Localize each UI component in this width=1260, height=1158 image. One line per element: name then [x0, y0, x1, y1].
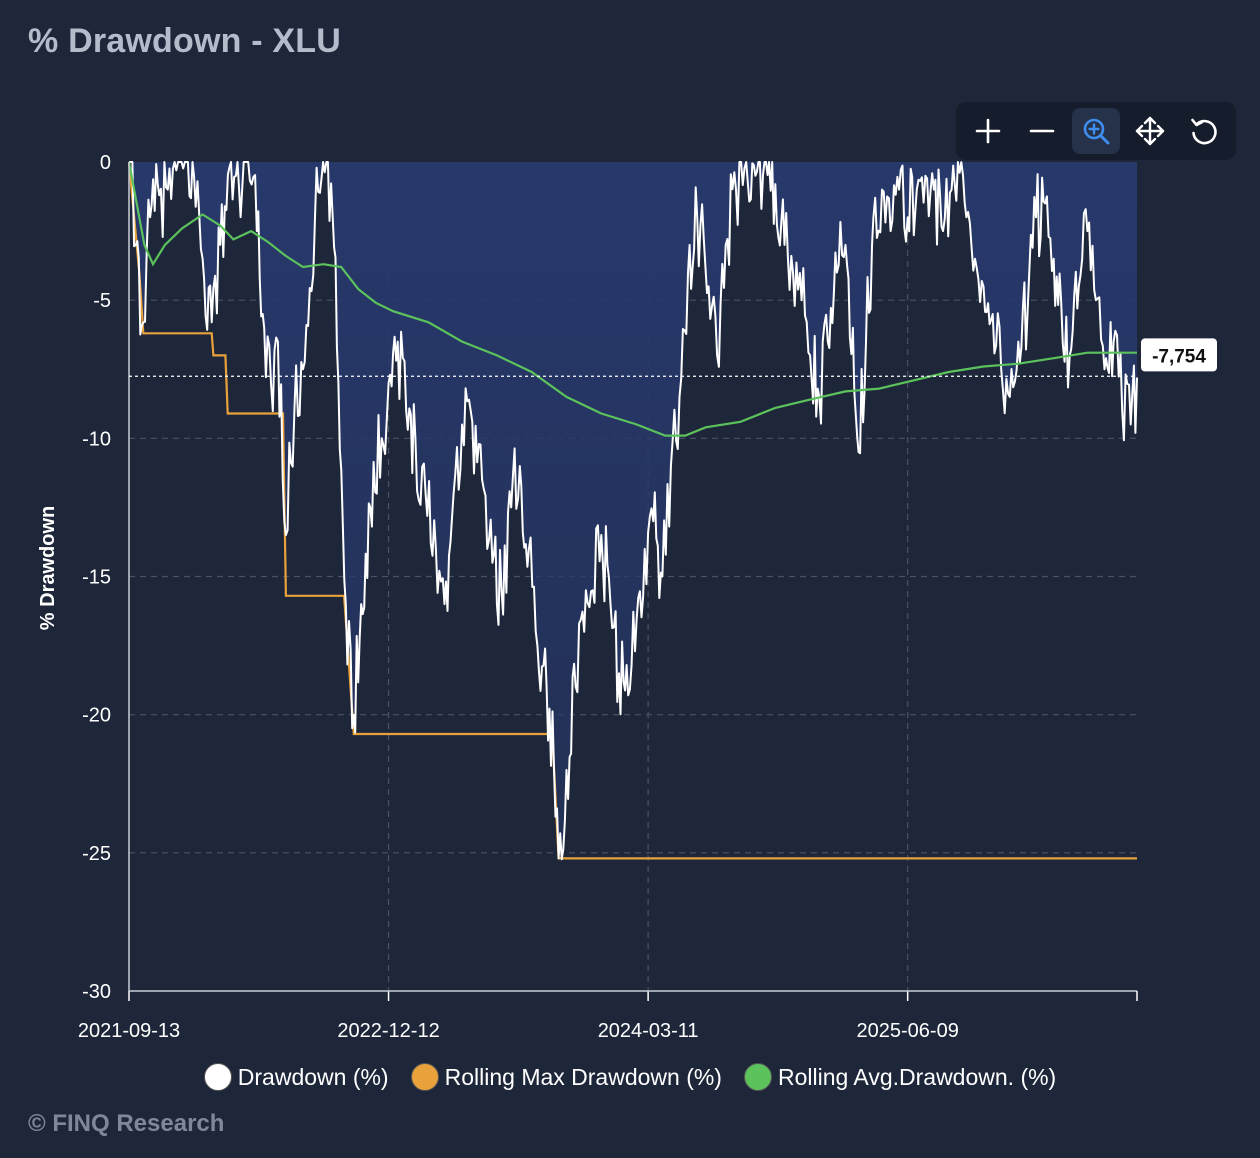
x-tick-label: 2022-12-12 — [337, 1020, 439, 1042]
current-value-badge — [1141, 338, 1217, 372]
zoom-select-button[interactable] — [1072, 108, 1120, 154]
y-tick-label: -30 — [82, 981, 111, 1003]
drawdown-area-fill — [129, 162, 1137, 860]
reset-zoom-button[interactable] — [1180, 108, 1228, 154]
drawdown-area — [129, 162, 1137, 860]
plus-icon — [975, 118, 1001, 144]
zoom-out-button[interactable] — [1018, 108, 1066, 154]
y-tick-label: -5 — [93, 290, 111, 312]
current-value-label: -7,754 — [1152, 346, 1206, 367]
zoom-in-button[interactable] — [964, 108, 1012, 154]
minus-icon — [1029, 129, 1055, 133]
reference-line-group: -7,754 — [129, 338, 1217, 377]
chart-series — [127, 161, 1138, 861]
legend-label: Rolling Avg.Drawdown. (%) — [777, 1063, 1057, 1090]
chart-toolbar — [956, 102, 1236, 160]
y-tick-label: -10 — [82, 428, 111, 450]
y-axis-label: % Drawdown — [37, 506, 59, 630]
magnifier-plus-icon — [1083, 118, 1110, 145]
y-tick-label: -20 — [82, 705, 111, 727]
reset-icon — [1191, 118, 1217, 145]
x-tick-label: 2021-09-13 — [78, 1020, 180, 1042]
legend-label: Rolling Max Drawdown (%) — [444, 1063, 722, 1090]
x-tick-label: 2025-06-09 — [857, 1020, 959, 1042]
legend-marker — [743, 1063, 772, 1091]
y-tick-label: 0 — [100, 152, 111, 174]
footer-credit: © FINQ Research — [28, 1110, 225, 1137]
pan-button[interactable] — [1126, 108, 1174, 154]
legend-label: Drawdown (%) — [237, 1063, 389, 1090]
move-arrows-icon — [1135, 116, 1165, 146]
y-tick-label: -15 — [82, 567, 111, 589]
y-tick-label: -25 — [82, 843, 111, 865]
drawdown-line[interactable] — [129, 161, 1138, 861]
legend-marker — [203, 1063, 232, 1091]
rolling-max-drawdown-line[interactable] — [127, 161, 1137, 860]
legend-item-rolling-max[interactable]: Rolling Max Drawdown (%) — [410, 1063, 722, 1091]
rolling-avg-drawdown-line[interactable] — [127, 161, 1137, 437]
chart-legend: Drawdown (%) Rolling Max Drawdown (%) Ro… — [0, 1058, 1260, 1096]
chart-title: % Drawdown - XLU — [28, 22, 341, 60]
legend-item-rolling-avg[interactable]: Rolling Avg.Drawdown. (%) — [743, 1063, 1057, 1091]
legend-marker — [410, 1063, 439, 1091]
chart-axes: 0 -5 -10 -15 -20 -25 -30 2021-09-13 2022-12-12 20… — [78, 152, 1138, 1042]
legend-item-drawdown[interactable]: Drawdown (%) — [203, 1063, 389, 1091]
x-tick-label: 2024-03-11 — [598, 1020, 699, 1042]
